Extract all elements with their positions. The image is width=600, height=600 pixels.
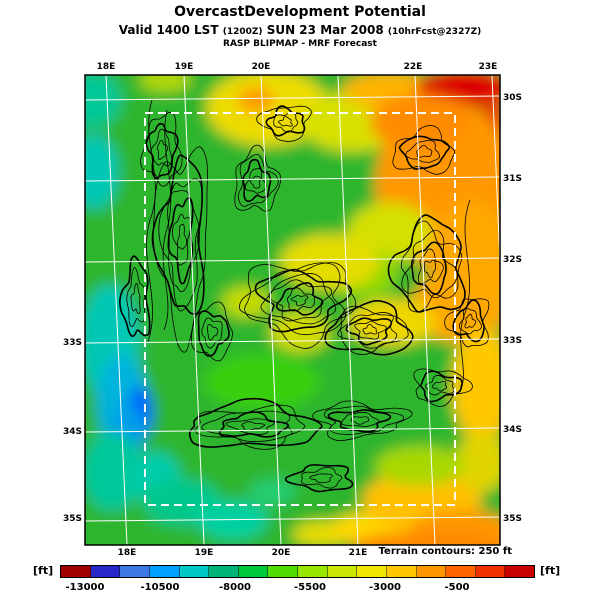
graticule-grid	[85, 75, 500, 545]
lon-label-top: 20E	[251, 62, 271, 72]
color-scale-tick-label: -13000	[65, 582, 105, 593]
page-title: OvercastDevelopment Potential	[174, 4, 426, 20]
valid-fcst: (10hrFcst@2327Z)	[387, 27, 482, 37]
unit-label-left: [ft]	[33, 564, 54, 577]
lat-label-right: 34S	[503, 425, 523, 435]
lat-label-right: 32S	[503, 255, 523, 265]
unit-label-right: [ft]	[540, 564, 561, 577]
lat-label-right: 35S	[503, 514, 523, 524]
color-scale-segment	[268, 566, 298, 577]
valid-zulu: (1200Z)	[222, 27, 263, 37]
color-scale-segment	[298, 566, 328, 577]
lat-label-left: 33S	[62, 338, 82, 348]
color-scale-segment	[475, 566, 506, 577]
lon-label-bottom: 21E	[348, 548, 368, 558]
lat-label-left: 34S	[62, 427, 82, 437]
color-scale-tick-label: -10500	[140, 582, 180, 593]
color-scale-segment	[61, 566, 91, 577]
valid-time-line: Valid 1400 LST (1200Z) SUN 23 Mar 2008 (…	[0, 23, 600, 37]
lat-label-right: 31S	[503, 174, 523, 184]
lat-label-right: 33S	[503, 336, 523, 346]
lon-label-bottom: 19E	[194, 548, 214, 558]
valid-prefix: Valid 1400 LST	[118, 23, 219, 37]
lon-label-top: 23E	[478, 62, 498, 72]
lon-label-top: 18E	[96, 62, 116, 72]
color-scale-tick-label: -500	[444, 582, 470, 593]
color-scale-segment	[120, 566, 150, 577]
map-frame	[84, 74, 501, 546]
color-scale-segment	[179, 566, 210, 577]
color-scale-segment	[505, 566, 534, 577]
color-scale-segment	[327, 566, 358, 577]
color-scale	[60, 565, 535, 578]
lat-label-right: 30S	[503, 93, 523, 103]
valid-date: SUN 23 Mar 2008	[266, 23, 384, 37]
lon-label-top: 19E	[174, 62, 194, 72]
lat-label-left: 35S	[62, 514, 82, 524]
lon-label-bottom: 20E	[271, 548, 291, 558]
color-scale-segment	[357, 566, 387, 577]
color-scale-segment	[209, 566, 239, 577]
color-scale-tick-label: -3000	[369, 582, 401, 593]
lon-label-bottom: 18E	[117, 548, 137, 558]
lon-label-top: 22E	[403, 62, 423, 72]
color-scale-segment	[416, 566, 447, 577]
color-scale-tick-label: -5500	[294, 582, 326, 593]
color-scale-segment	[446, 566, 476, 577]
model-line: RASP BLIPMAP - MRF Forecast	[223, 39, 377, 49]
color-scale-segment	[386, 566, 417, 577]
color-scale-segment	[149, 566, 180, 577]
color-scale-segment	[90, 566, 121, 577]
color-scale-segment	[238, 566, 269, 577]
color-scale-tick-label: -8000	[219, 582, 251, 593]
terrain-contours-note: Terrain contours: 250 ft	[378, 546, 512, 557]
